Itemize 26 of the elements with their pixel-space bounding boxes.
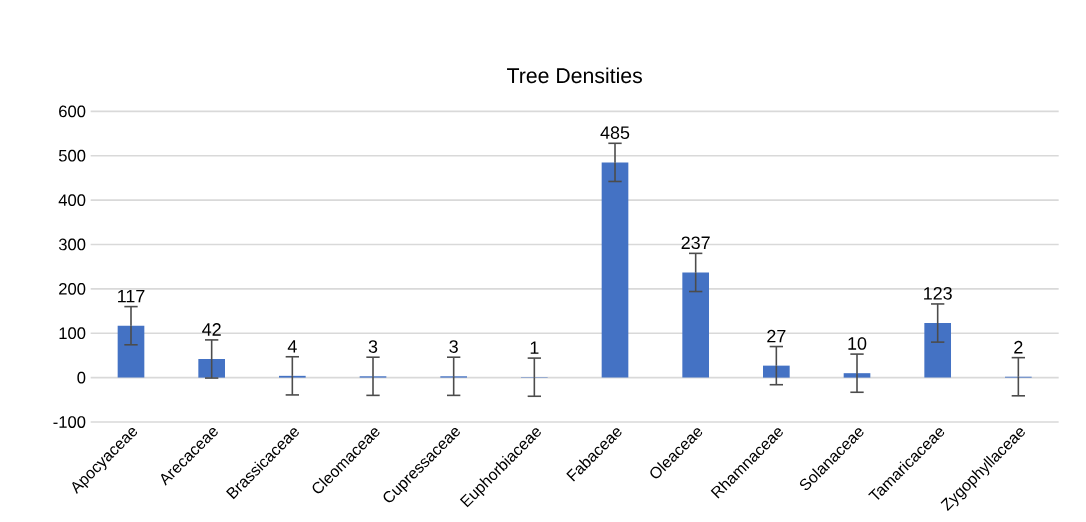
data-label: 485 xyxy=(600,126,630,140)
data-label: 117 xyxy=(118,290,145,303)
bar xyxy=(924,323,952,378)
y-tick-label: 0 xyxy=(77,371,86,384)
data-label: 3 xyxy=(449,340,458,353)
data-label: 3 xyxy=(368,340,378,353)
bar xyxy=(763,365,790,378)
y-tick-label: -100 xyxy=(53,416,86,428)
y-tick-label: 500 xyxy=(58,149,86,162)
data-label: 10 xyxy=(848,337,867,350)
bar xyxy=(117,325,145,378)
y-tick-label: 100 xyxy=(59,327,86,340)
data-label: 2 xyxy=(1014,340,1023,354)
y-tick-label: 600 xyxy=(59,105,86,118)
bar xyxy=(601,162,629,378)
y-tick-label: 200 xyxy=(59,282,86,295)
data-label: 4 xyxy=(287,340,297,353)
data-label: 42 xyxy=(202,323,221,336)
data-label: 237 xyxy=(681,236,710,250)
y-tick-label: 300 xyxy=(58,238,86,251)
bar xyxy=(682,272,710,378)
chart-title: Tree Densities xyxy=(507,67,642,84)
data-label: 123 xyxy=(924,286,952,300)
y-tick-label: 400 xyxy=(58,194,86,206)
data-label: 27 xyxy=(767,329,786,343)
data-label: 1 xyxy=(530,341,539,354)
